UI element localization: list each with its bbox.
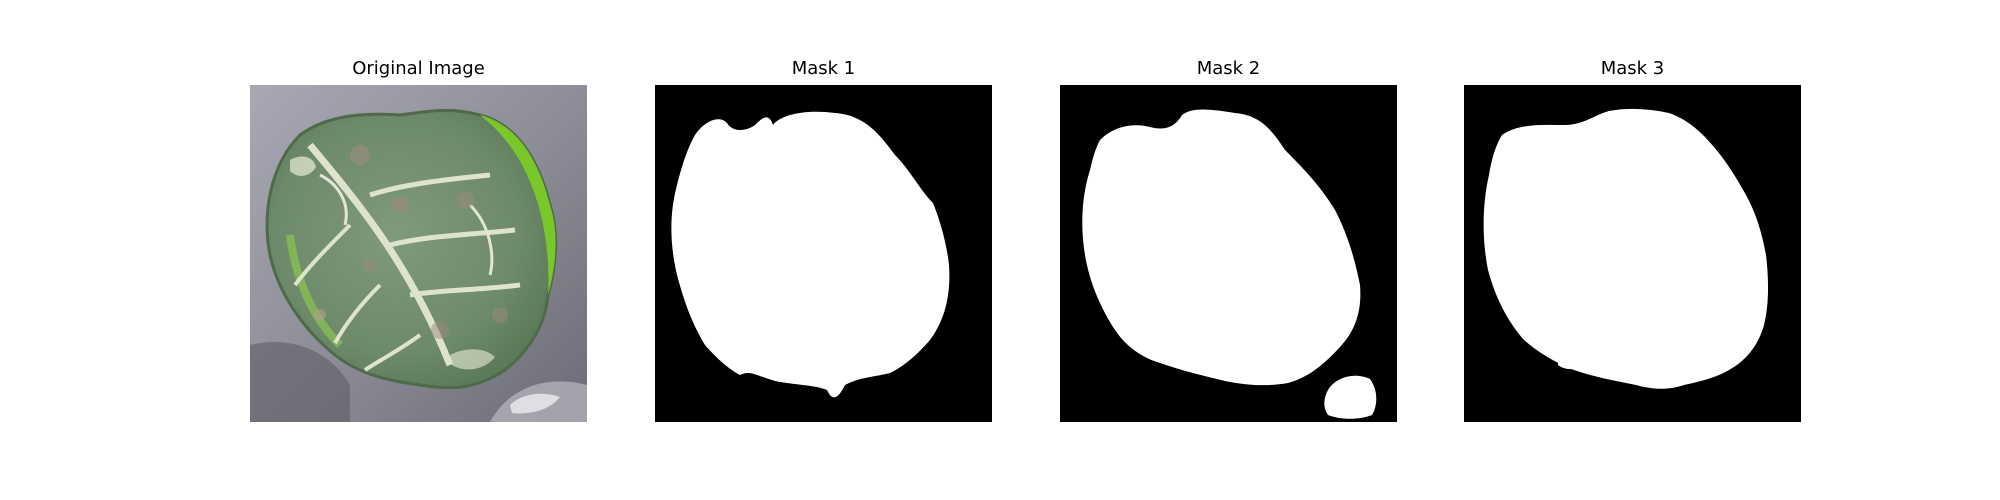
mask-3-image [1464, 85, 1801, 422]
panel-title: Mask 1 [791, 58, 856, 79]
mask-2-image [1060, 85, 1397, 422]
mask-1-image [655, 85, 992, 422]
panel-title: Mask 2 [1196, 58, 1261, 79]
leaf [265, 108, 558, 390]
leaf-photo [250, 85, 587, 422]
mask-1 [655, 85, 992, 422]
panel-title: Mask 3 [1600, 58, 1665, 79]
mask-2 [1060, 85, 1397, 422]
original-image [250, 85, 587, 422]
mask-3 [1464, 85, 1801, 422]
panel-title: Original Image [352, 58, 485, 79]
